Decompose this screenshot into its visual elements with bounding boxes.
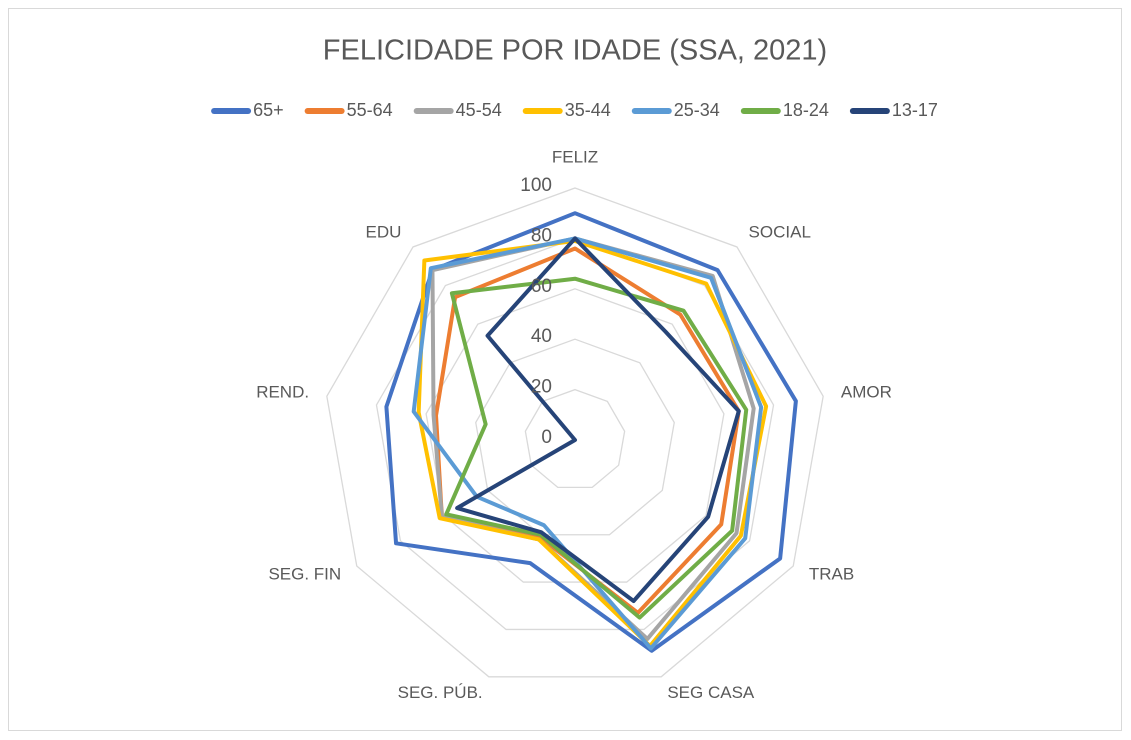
series-line xyxy=(455,236,741,604)
category-label: FELIZ xyxy=(552,147,598,166)
legend-label: 25-34 xyxy=(674,100,720,120)
series-line xyxy=(411,236,764,651)
grid-ring xyxy=(475,338,675,536)
category-label: SEG. PÚB. xyxy=(398,683,483,702)
grid-ring xyxy=(524,388,626,489)
category-label: SEG CASA xyxy=(667,683,755,702)
legend-label: 35-44 xyxy=(565,100,611,120)
category-label: SEG. FIN xyxy=(268,564,341,583)
r-tick-label: 0 xyxy=(541,427,552,448)
category-label: SOCIAL xyxy=(749,223,811,242)
legend-label: 18-24 xyxy=(783,100,829,120)
chart-title: FELICIDADE POR IDADE (SSA, 2021) xyxy=(323,35,827,67)
legend-label: 55-64 xyxy=(347,100,393,120)
r-tick-label: 100 xyxy=(520,175,552,196)
legend-label: 45-54 xyxy=(456,100,502,120)
legend-label: 65+ xyxy=(253,100,284,120)
series-line xyxy=(444,276,749,620)
category-label: EDU xyxy=(366,223,402,242)
category-label: TRAB xyxy=(809,564,854,583)
r-tick-label: 20 xyxy=(531,377,552,398)
r-tick-label: 40 xyxy=(531,326,552,347)
series-line xyxy=(384,211,798,653)
legend-label: 13-17 xyxy=(892,100,938,120)
category-label: REND. xyxy=(256,383,309,402)
category-label: AMOR xyxy=(841,383,892,402)
r-tick-label: 60 xyxy=(531,276,552,297)
grid-ring xyxy=(326,187,824,678)
chart-frame xyxy=(8,8,1122,731)
r-tick-label: 80 xyxy=(531,225,552,246)
